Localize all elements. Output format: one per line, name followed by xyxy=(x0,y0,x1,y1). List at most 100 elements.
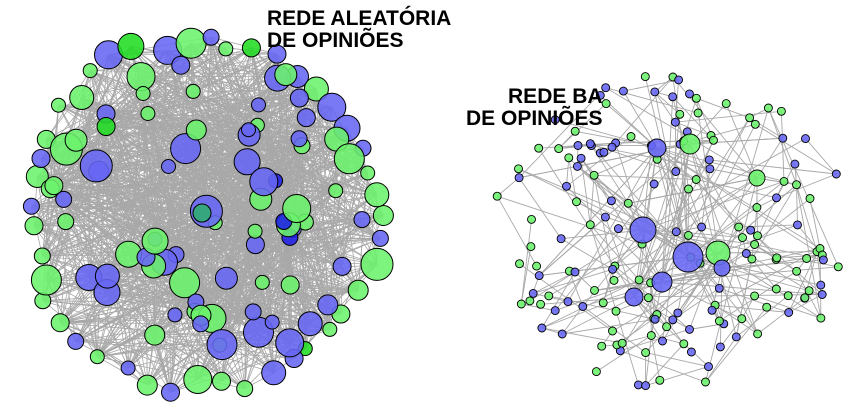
ba-network-edge xyxy=(720,318,743,348)
ba-network-node xyxy=(784,308,794,317)
ba-network-edge xyxy=(687,256,823,295)
ba-network-edge xyxy=(633,140,714,298)
ba-network-node xyxy=(514,164,523,174)
ba-network-node xyxy=(675,109,685,119)
random-network-edge xyxy=(200,161,248,316)
ba-network-edge xyxy=(719,267,723,347)
random-network-node xyxy=(192,315,210,333)
random-network-node xyxy=(89,349,105,365)
ba-network-edge xyxy=(756,207,758,236)
ba-network-node xyxy=(685,324,694,334)
ba-network-node xyxy=(714,316,724,326)
random-network-node xyxy=(280,275,300,295)
random-network-title: REDE ALEATÓRIA DE OPINIÕES xyxy=(267,8,451,52)
random-network-node xyxy=(96,117,116,136)
random-network-edge xyxy=(327,148,364,305)
ba-network-edge xyxy=(562,318,656,335)
random-network-edge xyxy=(31,206,90,278)
ba-network-node xyxy=(745,113,755,123)
ba-network-node xyxy=(550,306,560,316)
random-network-edge xyxy=(88,53,278,278)
ba-network-edge xyxy=(596,335,652,372)
ba-network-node xyxy=(617,338,627,348)
random-network-node xyxy=(241,38,261,58)
random-network-node xyxy=(218,41,234,57)
ba-network-edge xyxy=(582,265,616,307)
ba-network-node xyxy=(598,298,608,308)
random-network-node xyxy=(364,182,390,208)
random-network-node xyxy=(33,247,51,265)
ba-network-edge xyxy=(567,147,658,302)
ba-network-node xyxy=(679,133,701,155)
ba-network-edge xyxy=(645,335,652,386)
ba-network-edge xyxy=(695,98,719,254)
ba-network-edge xyxy=(538,147,635,298)
random-network-node xyxy=(251,97,266,113)
ba-network-edge xyxy=(589,175,595,225)
random-network-edge xyxy=(66,88,317,150)
random-network-edge xyxy=(154,331,259,336)
ba-network-edge xyxy=(661,143,691,283)
ba-network-edge xyxy=(656,267,723,315)
ba-network-node xyxy=(701,377,710,387)
ba-network-node xyxy=(557,329,567,339)
ba-network-edge xyxy=(645,267,723,353)
random-network-edge xyxy=(42,208,297,257)
random-network-node xyxy=(120,360,136,376)
ba-network-node xyxy=(772,253,782,263)
ba-network-node xyxy=(704,155,714,165)
ba-network-edge xyxy=(621,252,719,344)
ba-network-edge xyxy=(661,281,823,295)
random-network-edge xyxy=(195,48,227,303)
ba-network-node xyxy=(650,87,660,97)
ba-network-node xyxy=(655,375,665,385)
ba-network-edge xyxy=(687,124,756,258)
ba-network-edge xyxy=(717,251,818,254)
random-network-node xyxy=(161,382,180,402)
random-network-node xyxy=(317,92,347,122)
ba-network-edge xyxy=(568,157,577,202)
ba-network-node xyxy=(752,203,762,212)
random-network-edge xyxy=(154,50,168,336)
ba-network-node xyxy=(613,224,623,234)
ba-network-node xyxy=(550,115,560,125)
ba-network-edge xyxy=(576,201,606,218)
ba-network-node xyxy=(705,164,715,174)
random-network-node xyxy=(289,88,309,108)
ba-network-edge xyxy=(687,181,785,258)
ba-network-edge xyxy=(633,294,823,298)
random-network-node xyxy=(360,165,376,181)
random-network-node xyxy=(353,211,371,229)
ba-network-node xyxy=(492,191,502,201)
ba-network-edge xyxy=(594,174,697,180)
ba-network-edge xyxy=(805,138,837,175)
random-network-node xyxy=(30,264,62,296)
ba-network-edge xyxy=(738,224,798,228)
random-network-edge xyxy=(316,88,331,330)
ba-network-edge xyxy=(751,184,797,260)
ba-network-edge xyxy=(642,145,652,231)
ba-network-edge xyxy=(656,147,689,258)
ba-network-node xyxy=(572,161,582,171)
ba-network-node xyxy=(597,341,607,351)
ba-network-edge xyxy=(615,76,674,144)
random-network-edge xyxy=(168,166,185,283)
ba-network-node xyxy=(570,126,580,136)
ba-network-node xyxy=(684,184,693,194)
ba-network-node xyxy=(738,233,747,243)
random-network-edge xyxy=(37,176,343,267)
ba-network-edge xyxy=(541,271,576,329)
random-network-edge xyxy=(128,254,171,393)
ba-network-node xyxy=(671,167,681,176)
random-network-node xyxy=(247,223,263,239)
ba-network-edge xyxy=(560,238,613,270)
ba-network-node xyxy=(778,133,788,143)
ba-network-node xyxy=(697,222,707,232)
ba-network-node xyxy=(792,266,802,276)
random-network-edge xyxy=(75,139,381,239)
random-network-edge xyxy=(75,341,295,359)
random-network-edge xyxy=(200,215,384,325)
ba-network-node xyxy=(556,234,566,244)
ba-network-node xyxy=(578,302,588,311)
random-network-edge xyxy=(174,212,203,316)
